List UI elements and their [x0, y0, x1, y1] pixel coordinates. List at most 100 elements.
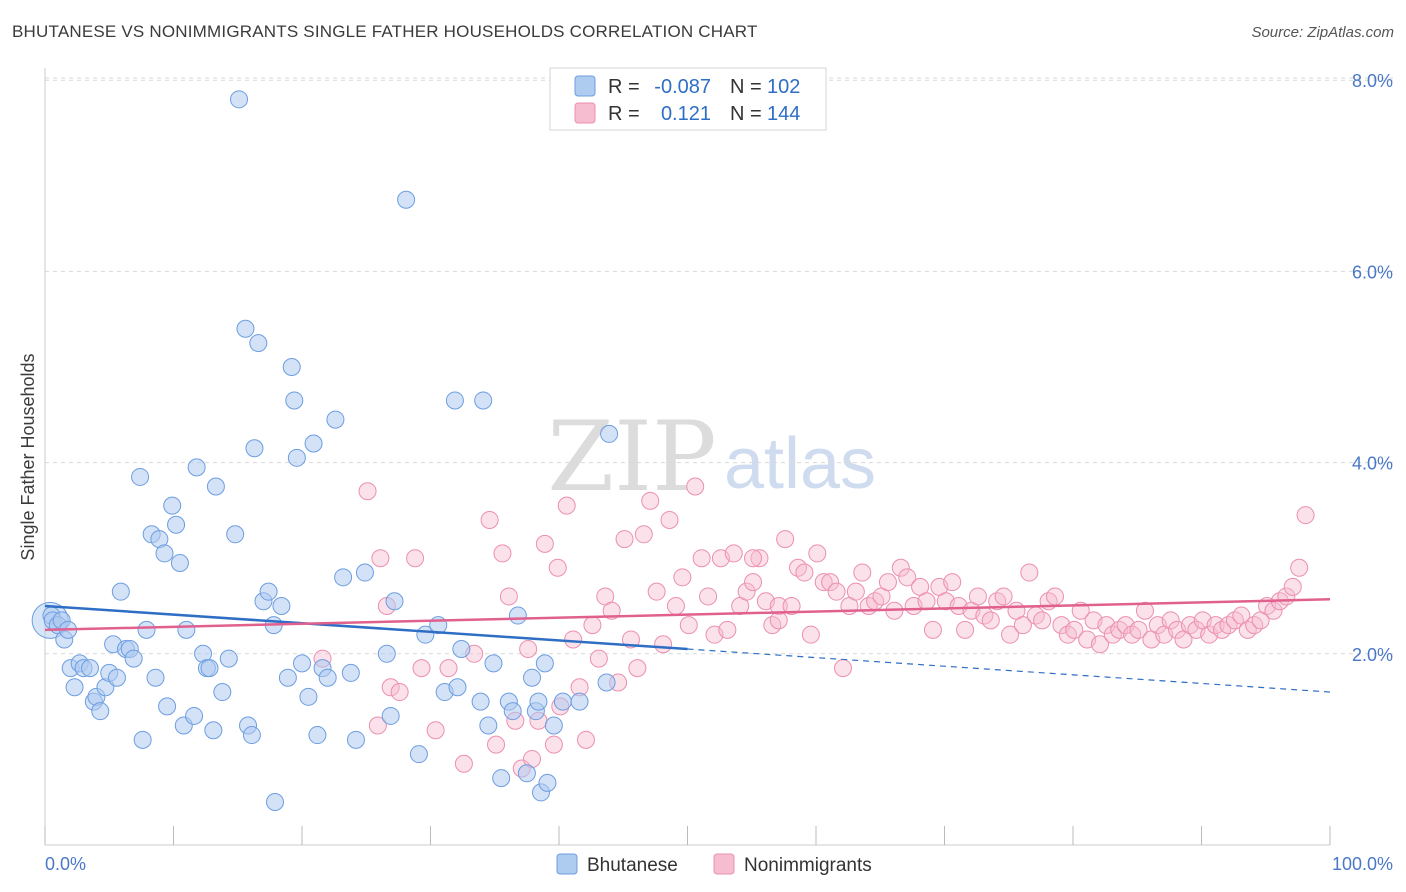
bhutanese-point [409, 745, 428, 764]
correlation-legend: R = -0.087 N = 102 R = 0.121 N = 144 [549, 67, 827, 131]
bhutanese-point [131, 467, 150, 486]
bhutanese-point [535, 654, 554, 673]
bhutanese-point [158, 697, 177, 716]
bhutanese-point [242, 726, 261, 745]
bhutanese-point [293, 654, 311, 673]
nonimmigrants-point [647, 582, 666, 601]
bhutanese-point [230, 90, 249, 109]
nonimmigrants-point [750, 549, 769, 568]
nonimmigrants-point [673, 568, 692, 587]
nonimmigrants-point [821, 573, 840, 592]
bhutanese-point [107, 668, 126, 687]
bhutanese-point [146, 668, 165, 687]
nonimmigrants-point [602, 601, 621, 620]
nonimmigrants-point [381, 678, 400, 697]
gridlines [45, 77, 1395, 655]
nonimmigrants-point [1001, 625, 1020, 644]
nonimmigrants-point [412, 659, 431, 678]
nonimmigrants-point [1020, 563, 1039, 582]
bhutanese-point [266, 792, 285, 811]
nonimmigrants-points [313, 477, 1315, 778]
bhutanese-point [529, 692, 548, 711]
bhutanese-point [341, 663, 360, 682]
bhutanese-point [204, 721, 223, 740]
nonimmigrants-point [654, 635, 673, 654]
bhutanese-point [65, 678, 84, 697]
nonimmigrants-point [368, 716, 387, 735]
bhutanese-point [479, 716, 498, 735]
bhutanese-point [285, 391, 304, 410]
bhutanese-point [308, 726, 327, 745]
bhutanese-point [471, 692, 490, 711]
nonimmigrants-point [1161, 611, 1180, 630]
nonimmigrants-point [968, 587, 987, 606]
nonimmigrants-point [1129, 620, 1148, 639]
nonimmigrants-point [795, 563, 814, 582]
nonimmigrants-point [846, 582, 865, 601]
nonimmigrants-point [724, 544, 743, 563]
nonimmigrants-point [1213, 620, 1232, 639]
series-legend: Bhutanese Nonimmigrants [556, 853, 872, 876]
nonimmigrants-point [981, 611, 1000, 630]
nonimmigrants-point [782, 597, 801, 615]
nonimmigrants-point [994, 587, 1013, 606]
nonimmigrants-point [988, 592, 1007, 611]
watermark-zip: ZIP [547, 401, 716, 513]
y-tick-label: 2.0% [1352, 645, 1393, 665]
nonimmigrants-point [1058, 625, 1077, 644]
nonimmigrants-trend-line [44, 598, 1331, 632]
bhutanese-point [355, 563, 374, 582]
bhutanese-point [219, 649, 238, 668]
bhutanese-point [484, 654, 503, 673]
nonimmigrants-point [1206, 616, 1225, 635]
nonimmigrants-point [776, 530, 795, 549]
bhutanese-point [544, 716, 563, 735]
nonimmigrants-point [660, 510, 679, 529]
nonimmigrants-point [923, 620, 942, 639]
y-tick-label: 4.0% [1352, 454, 1393, 474]
nonimmigrants-point [557, 496, 576, 515]
nonimmigrants-point [1135, 601, 1154, 620]
nonimmigrants-point [499, 587, 518, 606]
bhutanese-point [206, 477, 225, 496]
nonimmigrants-point [737, 582, 756, 601]
nonimmigrants-point [1103, 625, 1122, 644]
bhutanese-point [249, 334, 268, 353]
nonimmigrants-point [406, 549, 425, 568]
bhutanese-point [282, 358, 301, 376]
bhutanese-point [570, 692, 589, 711]
bhutanese-point [236, 319, 255, 338]
bhutanese-point [346, 730, 365, 749]
nonimmigrants-point [718, 620, 737, 639]
bhutanese-point [326, 410, 345, 429]
bhutanese-point [381, 706, 400, 725]
legend-n-label-2: N = [730, 103, 762, 125]
bhutanese-trend-line [44, 604, 688, 651]
nonimmigrants-point [1245, 616, 1264, 635]
nonimmigrants-point [666, 597, 685, 615]
bhutanese-point [213, 683, 232, 702]
nonimmigrants-point [493, 544, 512, 563]
bhutanese-trend-extension [687, 648, 1331, 693]
bhutanese-point [259, 582, 278, 601]
legend-r-value-2: 0.121 [661, 103, 711, 125]
nonimmigrants-point [878, 573, 897, 592]
bhutanese-point [517, 764, 536, 783]
bhutanese-point [334, 568, 353, 587]
nonimmigrants-point [956, 620, 975, 639]
bottom-legend-swatch-nonimmigrants [713, 853, 735, 875]
nonimmigrants-point [1283, 577, 1302, 596]
nonimmigrants-point [548, 558, 567, 577]
nonimmigrants-point [763, 616, 782, 635]
bottom-legend-label-bhutanese: Bhutanese [587, 855, 678, 876]
nonimmigrants-point [699, 587, 718, 606]
legend-r-label-2: R = [608, 103, 640, 125]
nonimmigrants-point [833, 659, 852, 678]
nonimmigrants-point [371, 549, 390, 568]
bhutanese-point [508, 606, 527, 625]
bhutanese-point [137, 620, 156, 639]
nonimmigrants-point [564, 630, 583, 649]
nonimmigrants-point [641, 491, 660, 510]
nonimmigrants-point [686, 477, 705, 496]
nonimmigrants-point [898, 568, 917, 587]
